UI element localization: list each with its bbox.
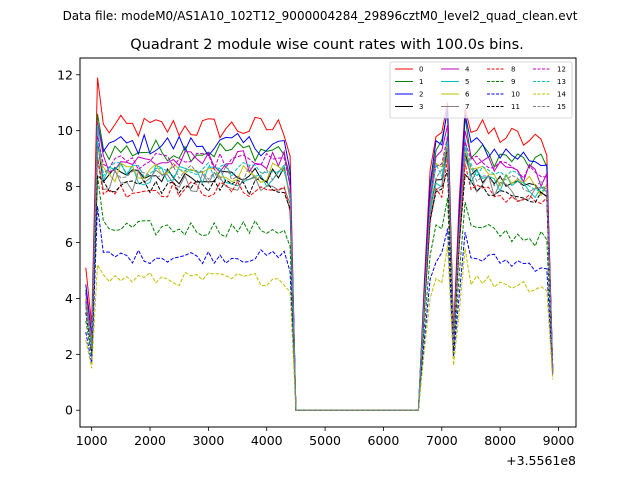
plot-area <box>85 77 554 411</box>
x-tick-label: 4000 <box>251 433 283 448</box>
y-tick-label: 0 <box>65 403 73 418</box>
legend-label-8: 8 <box>511 66 515 74</box>
y-tick-label: 8 <box>65 179 73 194</box>
y-tick-label: 2 <box>65 347 73 362</box>
legend-label-9: 9 <box>511 78 515 86</box>
series-line-8 <box>85 158 554 411</box>
series-line-10 <box>85 206 554 411</box>
x-axis-offset-label: +3.5561e8 <box>506 453 576 468</box>
x-tick-label: 1000 <box>76 433 108 448</box>
x-tick-label: 6000 <box>368 433 400 448</box>
chart-suptitle: Data file: modeM0/AS1A10_102T12_90000042… <box>63 9 578 23</box>
x-tick-label: 3000 <box>192 433 224 448</box>
axis-ticks: 1000 2000 3000 4000 5000 6000 7000 8000 9000 0 2 4 6… <box>57 67 574 448</box>
y-tick-label: 6 <box>65 235 73 250</box>
legend-label-7: 7 <box>465 103 469 111</box>
legend-label-5: 5 <box>465 78 469 86</box>
x-tick-label: 7000 <box>426 433 458 448</box>
legend-label-6: 6 <box>465 91 470 99</box>
legend-label-0: 0 <box>419 66 423 74</box>
series-line-14 <box>85 245 554 411</box>
legend-label-3: 3 <box>419 103 423 111</box>
legend-label-15: 15 <box>557 103 566 111</box>
x-tick-label: 9000 <box>543 433 575 448</box>
x-tick-label: 8000 <box>484 433 516 448</box>
series-line-13 <box>85 141 554 411</box>
legend-label-10: 10 <box>511 91 520 99</box>
y-tick-label: 10 <box>57 123 73 138</box>
legend-box <box>389 61 573 119</box>
legend-label-11: 11 <box>511 103 520 111</box>
legend-label-1: 1 <box>419 78 423 86</box>
x-tick-label: 2000 <box>134 433 166 448</box>
legend-label-4: 4 <box>465 66 470 74</box>
legend-label-13: 13 <box>557 78 566 86</box>
legend-label-14: 14 <box>557 91 566 99</box>
legend-label-2: 2 <box>419 91 423 99</box>
legend-label-12: 12 <box>557 66 566 74</box>
x-tick-label: 5000 <box>309 433 341 448</box>
chart-title: Quadrant 2 module wise count rates with … <box>130 37 524 53</box>
y-tick-label: 4 <box>65 291 73 306</box>
y-tick-label: 12 <box>57 67 73 82</box>
series-line-15 <box>85 147 554 411</box>
